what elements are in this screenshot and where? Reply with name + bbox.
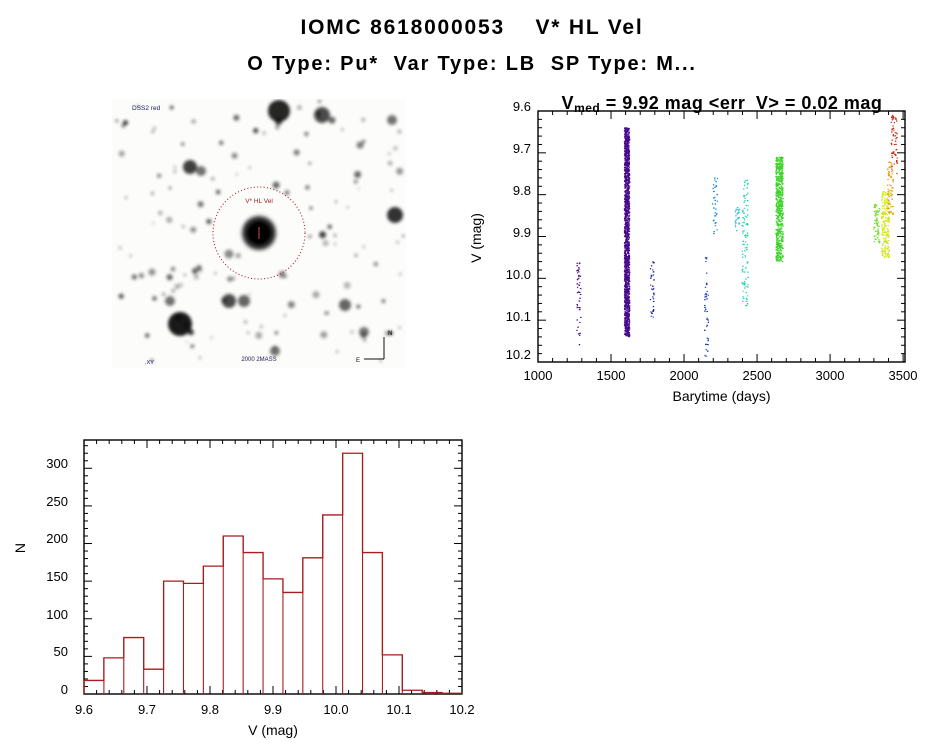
- svg-text:9.8: 9.8: [513, 183, 531, 198]
- svg-text:150: 150: [46, 569, 68, 584]
- svg-text:2000: 2000: [670, 368, 699, 383]
- svg-text:3500: 3500: [889, 368, 918, 383]
- svg-text:DSS2 red: DSS2 red: [132, 105, 161, 112]
- svg-text:2000 2MASS: 2000 2MASS: [241, 357, 276, 363]
- svg-text:N: N: [388, 331, 392, 337]
- svg-text:9.9: 9.9: [513, 225, 531, 240]
- svg-text:300: 300: [46, 456, 68, 471]
- svg-text:10.0: 10.0: [323, 702, 348, 717]
- svg-text:E: E: [356, 358, 360, 364]
- svg-text:0: 0: [61, 682, 68, 697]
- svg-text:,XY: ,XY: [145, 360, 154, 366]
- svg-text:9.9: 9.9: [264, 702, 282, 717]
- svg-text:9.7: 9.7: [138, 702, 156, 717]
- svg-text:1000: 1000: [524, 368, 553, 383]
- svg-text:2500: 2500: [743, 368, 772, 383]
- svg-text:10.2: 10.2: [506, 347, 531, 362]
- svg-text:10.0: 10.0: [506, 267, 531, 282]
- svg-text:V* HL Vel: V* HL Vel: [245, 198, 273, 205]
- svg-text:10.1: 10.1: [506, 309, 531, 324]
- svg-text:9.6: 9.6: [75, 702, 93, 717]
- svg-text:10.1: 10.1: [386, 702, 411, 717]
- svg-text:1500: 1500: [597, 368, 626, 383]
- svg-text:9.6: 9.6: [513, 99, 531, 114]
- svg-text:3000: 3000: [816, 368, 845, 383]
- svg-text:50: 50: [54, 644, 68, 659]
- svg-text:9.8: 9.8: [201, 702, 219, 717]
- svg-text:10.2: 10.2: [449, 702, 474, 717]
- svg-text:9.7: 9.7: [513, 141, 531, 156]
- svg-text:200: 200: [46, 531, 68, 546]
- svg-text:250: 250: [46, 494, 68, 509]
- svg-text:100: 100: [46, 607, 68, 622]
